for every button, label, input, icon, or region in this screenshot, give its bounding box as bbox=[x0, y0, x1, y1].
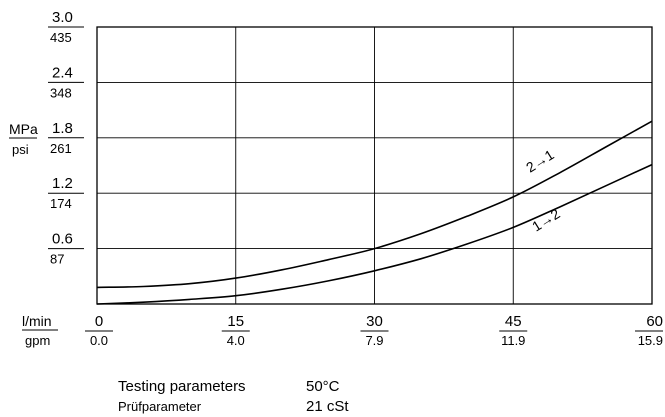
x-tick-label-secondary: 11.9 bbox=[501, 333, 525, 348]
x-tick-label: 15 bbox=[227, 313, 244, 330]
y-tick-label: 2.4 bbox=[52, 64, 73, 81]
y-tick-label-secondary: 174 bbox=[50, 196, 72, 211]
temperature-value: 50°C bbox=[306, 378, 340, 395]
pressure-drop-chart: 0.6 87 1.2 174 1.8 261 2.4 348 3.0 435 0 0.0 15 4.0 3… bbox=[9, 9, 663, 348]
curve-line bbox=[96, 163, 653, 305]
curve-label: 2→1 bbox=[523, 146, 557, 175]
y-tick-label-secondary: 348 bbox=[50, 85, 72, 100]
viscosity-value: 21 cSt bbox=[306, 398, 349, 415]
x-tick-label-secondary: 0.0 bbox=[90, 333, 108, 348]
plot-frame bbox=[96, 26, 653, 305]
x-tick-label: 30 bbox=[366, 313, 383, 330]
x-tick-label-secondary: 4.0 bbox=[227, 333, 245, 348]
y-tick-label: 3.0 bbox=[52, 9, 73, 26]
x-tick-label-secondary: 7.9 bbox=[365, 333, 383, 348]
y-tick-label: 1.8 bbox=[52, 120, 73, 137]
curve-label: 1→2 bbox=[529, 205, 563, 234]
testing-parameters-label: Testing parameters bbox=[118, 378, 246, 395]
x-tick-label: 60 bbox=[646, 313, 663, 330]
y-tick-label: 1.2 bbox=[52, 175, 73, 192]
x-tick-label: 45 bbox=[505, 313, 522, 330]
x-axis-label-secondary: gpm bbox=[25, 333, 50, 348]
y-tick-label-secondary: 87 bbox=[50, 252, 64, 267]
grid bbox=[97, 27, 652, 304]
y-tick-label-secondary: 435 bbox=[50, 30, 72, 45]
pruefparameter-label: Prüfparameter bbox=[118, 399, 202, 414]
y-axis-label: MPa bbox=[9, 121, 38, 137]
y-axis-ticks: 0.6 87 1.2 174 1.8 261 2.4 348 3.0 435 bbox=[48, 9, 84, 267]
y-tick-label-secondary: 261 bbox=[50, 141, 72, 156]
x-axis-ticks: 0 0.0 15 4.0 30 7.9 45 11.9 60 15.9 bbox=[85, 313, 663, 348]
y-tick-label: 0.6 bbox=[52, 231, 73, 248]
curve-line bbox=[96, 120, 653, 289]
x-tick-label: 0 bbox=[95, 313, 103, 330]
x-axis-label: l/min bbox=[22, 313, 52, 329]
x-tick-label-secondary: 15.9 bbox=[638, 333, 663, 348]
y-axis-label-secondary: psi bbox=[12, 142, 29, 157]
